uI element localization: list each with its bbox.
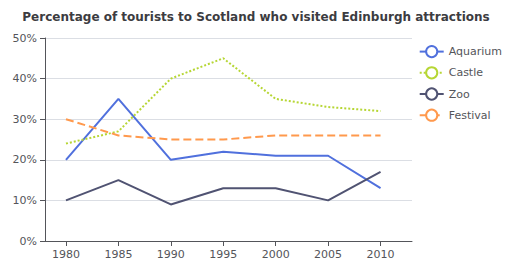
svg-text:50%: 50% — [13, 32, 37, 45]
svg-text:0%: 0% — [20, 235, 37, 248]
svg-text:1990: 1990 — [157, 248, 185, 261]
svg-text:10%: 10% — [13, 194, 37, 207]
svg-text:1980: 1980 — [52, 248, 80, 261]
svg-text:Percentage of tourists to Scot: Percentage of tourists to Scotland who v… — [22, 10, 489, 24]
svg-text:Aquarium: Aquarium — [449, 45, 502, 58]
svg-text:Zoo: Zoo — [449, 88, 470, 101]
svg-text:2010: 2010 — [367, 248, 395, 261]
svg-text:30%: 30% — [13, 113, 37, 126]
svg-text:Festival: Festival — [449, 109, 491, 122]
svg-text:2000: 2000 — [262, 248, 290, 261]
svg-text:1995: 1995 — [209, 248, 237, 261]
svg-text:1985: 1985 — [104, 248, 132, 261]
svg-text:Castle: Castle — [449, 66, 484, 79]
svg-text:40%: 40% — [13, 72, 37, 85]
svg-text:2005: 2005 — [314, 248, 342, 261]
svg-text:20%: 20% — [13, 153, 37, 166]
